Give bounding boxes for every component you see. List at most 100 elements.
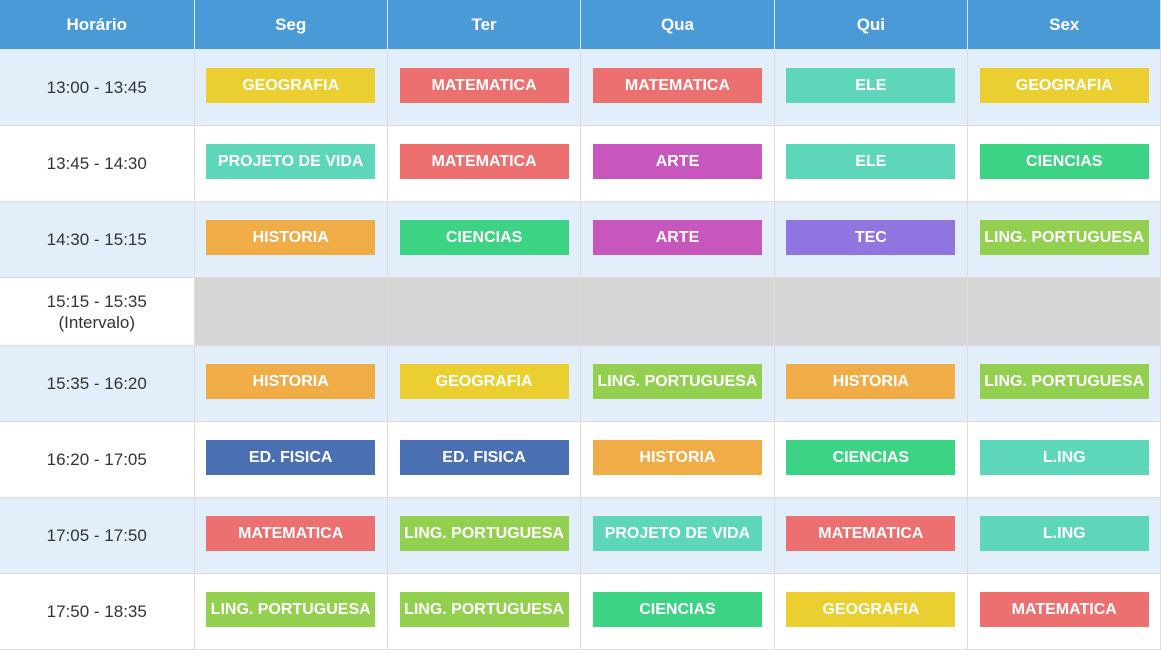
break-cell-qua	[580, 277, 775, 346]
cell-ter: GEOGRAFIA	[387, 345, 582, 422]
header-qui: Qui	[774, 0, 969, 50]
cell-sex: L.ING	[967, 497, 1161, 574]
subject-badge-ciencias[interactable]: CIENCIAS	[979, 143, 1149, 179]
subject-badge-l-ing[interactable]: L.ING	[979, 439, 1149, 475]
cell-qui: ELE	[774, 125, 969, 202]
cell-qua: LING. PORTUGUESA	[580, 345, 775, 422]
cell-qua: PROJETO DE VIDA	[580, 497, 775, 574]
cell-sex: CIENCIAS	[967, 125, 1161, 202]
cell-sex: GEOGRAFIA	[967, 49, 1161, 126]
cell-qui: TEC	[774, 201, 969, 278]
break-time: 15:15 - 15:35	[46, 291, 147, 311]
table-row: 13:45 - 14:30 PROJETO DE VIDA MATEMATICA AR…	[0, 125, 1161, 202]
cell-qui: HISTORIA	[774, 345, 969, 422]
subject-badge-historia[interactable]: HISTORIA	[786, 363, 956, 399]
cell-sex: L.ING	[967, 421, 1161, 498]
table-row: 15:35 - 16:20 HISTORIA GEOGRAFIA LING. PORT…	[0, 345, 1161, 422]
cell-seg: PROJETO DE VIDA	[194, 125, 388, 202]
table-row: 17:50 - 18:35 LING. PORTUGUESA LING. PORTU…	[0, 573, 1161, 650]
cell-qua: ARTE	[580, 201, 775, 278]
header-qua: Qua	[580, 0, 775, 50]
subject-badge-geografia[interactable]: GEOGRAFIA	[786, 591, 956, 627]
cell-ter: ED. FISICA	[387, 421, 582, 498]
subject-badge-geografia[interactable]: GEOGRAFIA	[206, 67, 376, 103]
subject-badge-matematica[interactable]: MATEMATICA	[399, 143, 569, 179]
cell-ter: LING. PORTUGUESA	[387, 497, 582, 574]
time-slot: 16:20 - 17:05	[0, 421, 195, 498]
cell-seg: GEOGRAFIA	[194, 49, 388, 126]
subject-badge-ed-fisica[interactable]: ED. FISICA	[206, 439, 376, 475]
subject-badge-arte[interactable]: ARTE	[592, 143, 762, 179]
table-row: 13:00 - 13:45 GEOGRAFIA MATEMATICA MATEMATI…	[0, 49, 1161, 126]
subject-badge-historia[interactable]: HISTORIA	[592, 439, 762, 475]
subject-badge-tec[interactable]: TEC	[786, 219, 956, 255]
break-time-slot: 15:15 - 15:35 (Intervalo)	[0, 277, 195, 346]
subject-badge-matematica[interactable]: MATEMATICA	[592, 67, 762, 103]
cell-qua: ARTE	[580, 125, 775, 202]
cell-qui: MATEMATICA	[774, 497, 969, 574]
time-slot: 14:30 - 15:15	[0, 201, 195, 278]
subject-badge-projeto-de-vida[interactable]: PROJETO DE VIDA	[206, 143, 376, 179]
subject-badge-ling-portuguesa[interactable]: LING. PORTUGUESA	[592, 363, 762, 399]
cell-qui: ELE	[774, 49, 969, 126]
subject-badge-ling-portuguesa[interactable]: LING. PORTUGUESA	[979, 363, 1149, 399]
subject-badge-ciencias[interactable]: CIENCIAS	[399, 219, 569, 255]
time-slot: 15:35 - 16:20	[0, 345, 195, 422]
subject-badge-matematica[interactable]: MATEMATICA	[206, 515, 376, 551]
break-row: 15:15 - 15:35 (Intervalo)	[0, 277, 1161, 346]
time-slot: 17:50 - 18:35	[0, 573, 195, 650]
subject-badge-ed-fisica[interactable]: ED. FISICA	[399, 439, 569, 475]
cell-sex: LING. PORTUGUESA	[967, 201, 1161, 278]
subject-badge-l-ing[interactable]: L.ING	[979, 515, 1149, 551]
cell-sex: LING. PORTUGUESA	[967, 345, 1161, 422]
cell-ter: MATEMATICA	[387, 49, 582, 126]
break-cell-ter	[387, 277, 582, 346]
cell-qui: CIENCIAS	[774, 421, 969, 498]
subject-badge-projeto-de-vida[interactable]: PROJETO DE VIDA	[592, 515, 762, 551]
header-horario: Horário	[0, 0, 195, 50]
break-label: (Intervalo)	[58, 312, 136, 332]
cell-seg: LING. PORTUGUESA	[194, 573, 388, 650]
cell-qua: MATEMATICA	[580, 49, 775, 126]
subject-badge-ciencias[interactable]: CIENCIAS	[592, 591, 762, 627]
subject-badge-matematica[interactable]: MATEMATICA	[399, 67, 569, 103]
header-ter: Ter	[387, 0, 582, 50]
table-row: 16:20 - 17:05 ED. FISICA ED. FISICA HISTORI…	[0, 421, 1161, 498]
cell-seg: HISTORIA	[194, 201, 388, 278]
subject-badge-ciencias[interactable]: CIENCIAS	[786, 439, 956, 475]
subject-badge-ling-portuguesa[interactable]: LING. PORTUGUESA	[206, 591, 376, 627]
subject-badge-historia[interactable]: HISTORIA	[206, 363, 376, 399]
break-cell-qui	[774, 277, 969, 346]
cell-seg: MATEMATICA	[194, 497, 388, 574]
cell-seg: ED. FISICA	[194, 421, 388, 498]
header-row: Horário Seg Ter Qua Qui Sex	[0, 0, 1161, 50]
break-cell-seg	[194, 277, 388, 346]
time-slot: 13:45 - 14:30	[0, 125, 195, 202]
cell-sex: MATEMATICA	[967, 573, 1161, 650]
subject-badge-arte[interactable]: ARTE	[592, 219, 762, 255]
subject-badge-ele[interactable]: ELE	[786, 67, 956, 103]
subject-badge-geografia[interactable]: GEOGRAFIA	[979, 67, 1149, 103]
subject-badge-ling-portuguesa[interactable]: LING. PORTUGUESA	[979, 219, 1149, 255]
cell-ter: LING. PORTUGUESA	[387, 573, 582, 650]
cell-qua: HISTORIA	[580, 421, 775, 498]
subject-badge-matematica[interactable]: MATEMATICA	[786, 515, 956, 551]
time-slot: 17:05 - 17:50	[0, 497, 195, 574]
break-cell-sex	[967, 277, 1161, 346]
cell-ter: MATEMATICA	[387, 125, 582, 202]
cell-ter: CIENCIAS	[387, 201, 582, 278]
subject-badge-ling-portuguesa[interactable]: LING. PORTUGUESA	[399, 591, 569, 627]
subject-badge-historia[interactable]: HISTORIA	[206, 219, 376, 255]
subject-badge-ele[interactable]: ELE	[786, 143, 956, 179]
header-seg: Seg	[194, 0, 388, 50]
subject-badge-geografia[interactable]: GEOGRAFIA	[399, 363, 569, 399]
cell-qui: GEOGRAFIA	[774, 573, 969, 650]
table-row: 14:30 - 15:15 HISTORIA CIENCIAS ARTE TEC LING…	[0, 201, 1161, 278]
cell-qua: CIENCIAS	[580, 573, 775, 650]
subject-badge-ling-portuguesa[interactable]: LING. PORTUGUESA	[399, 515, 569, 551]
timetable-body: 13:00 - 13:45 GEOGRAFIA MATEMATICA MATEMATI…	[0, 49, 1161, 650]
table-row: 17:05 - 17:50 MATEMATICA LING. PORTUGUESA P…	[0, 497, 1161, 574]
time-slot: 13:00 - 13:45	[0, 49, 195, 126]
subject-badge-matematica[interactable]: MATEMATICA	[979, 591, 1149, 627]
